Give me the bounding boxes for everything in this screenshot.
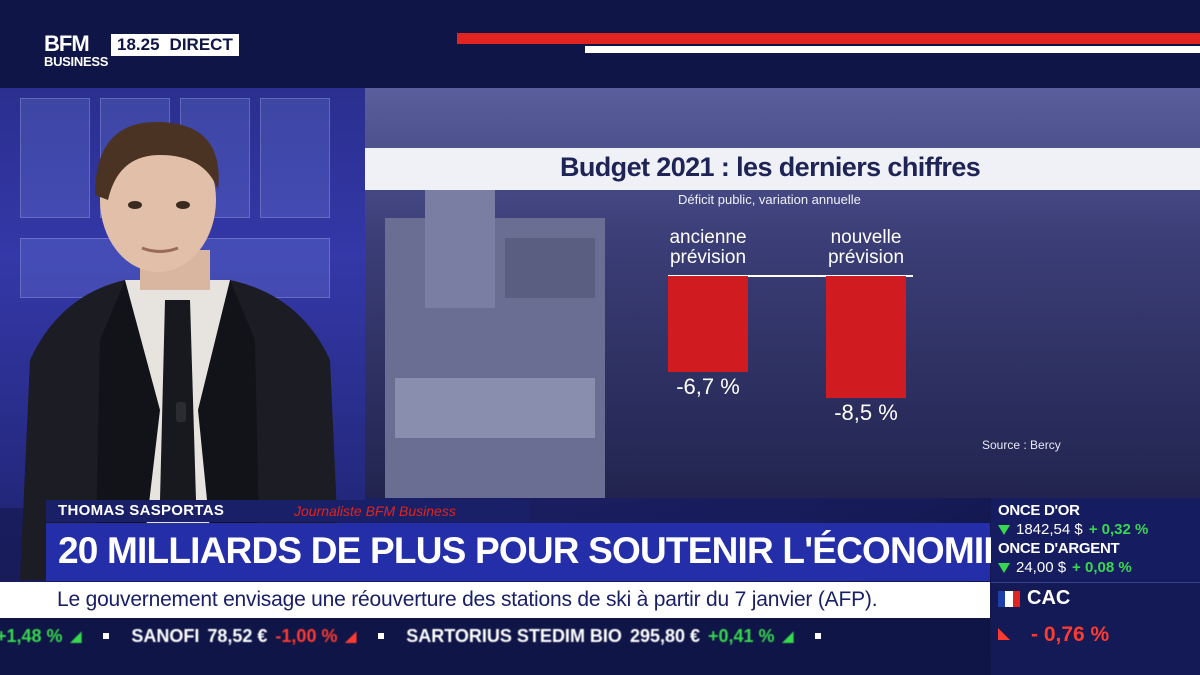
- down-arrow-icon: ◢: [345, 627, 357, 644]
- silver-row: 24,00 $ + 0,08 %: [998, 559, 1132, 576]
- up-arrow-icon: ◢: [70, 627, 82, 644]
- silver-change: + 0,08 %: [1072, 559, 1132, 576]
- stock-ticker: +1,48 % ◢ SANOFI 78,52 € -1,00 % ◢ SARTO…: [0, 618, 990, 675]
- chart-panel: Budget 2021 : les derniers chiffres Défi…: [365, 88, 1200, 498]
- headline-strap: 20 MILLIARDS DE PLUS POUR SOUTENIR L'ÉCO…: [46, 523, 1008, 581]
- ticker-item: +1,48 % ◢: [0, 625, 82, 646]
- channel-top-bar: BFM BUSINESS 18.25 DIRECT: [0, 0, 1200, 88]
- gold-value: 1842,54 $: [1016, 521, 1083, 538]
- chart-title-bar: [365, 148, 1200, 190]
- guest-role: Journaliste BFM Business: [294, 503, 456, 519]
- headline: 20 MILLIARDS DE PLUS POUR SOUTENIR L'ÉCO…: [58, 530, 1008, 571]
- cac-label: CAC: [1027, 587, 1071, 609]
- live-label: DIRECT: [169, 35, 233, 54]
- up-arrow-icon: ◢: [782, 627, 794, 644]
- ministry-building-image: [385, 188, 605, 498]
- market-divider: [991, 582, 1200, 583]
- separator-icon: [103, 633, 110, 639]
- silver-label: ONCE D'ARGENT: [998, 540, 1120, 557]
- ticker-item: SARTORIUS STEDIM BIO 295,80 € +0,41 % ◢: [406, 625, 794, 646]
- top-red-stripe: [457, 33, 1200, 44]
- silver-value: 24,00 $: [1016, 559, 1067, 576]
- bar-label-ancienne: ancienne prévision: [669, 227, 747, 268]
- bar-nouvelle-prevision: [826, 276, 906, 398]
- news-crawl: Le gouvernement envisage une réouverture…: [0, 582, 990, 618]
- clock-time: 18.25: [117, 35, 160, 54]
- crawl-text: Le gouvernement envisage une réouverture…: [57, 588, 878, 611]
- ticker-row: +1,48 % ◢ SANOFI 78,52 € -1,00 % ◢ SARTO…: [0, 623, 822, 649]
- bar-value-nouvelle: -8,5 %: [834, 400, 898, 425]
- guest-name: THOMAS SASPORTAS: [58, 502, 225, 519]
- commodities-box: [991, 498, 1200, 582]
- gold-label: ONCE D'OR: [998, 502, 1080, 519]
- bfm-business-logo: BFM BUSINESS: [44, 31, 109, 70]
- clock-live-box: 18.25 DIRECT: [111, 34, 239, 56]
- separator-icon: [815, 633, 822, 639]
- name-strap: THOMAS SASPORTAS Journaliste BFM Busines…: [46, 500, 530, 522]
- ticker-item: SANOFI 78,52 € -1,00 % ◢: [131, 625, 357, 646]
- bar-value-ancienne: -6,7 %: [676, 374, 740, 400]
- red-triangle-icon: [998, 628, 1010, 640]
- gold-row: 1842,54 $ + 0,32 %: [998, 521, 1148, 538]
- chart-source: Source : Bercy: [982, 438, 1061, 452]
- gold-change: + 0,32 %: [1088, 521, 1149, 538]
- top-white-stripe: [585, 46, 1200, 53]
- separator-icon: [378, 633, 385, 639]
- green-triangle-icon: [998, 524, 1010, 535]
- chart-subtitle: Déficit public, variation annuelle: [678, 192, 861, 207]
- chart-baseline: [668, 275, 913, 277]
- cac-change: - 0,76 %: [1031, 623, 1110, 646]
- french-flag-icon: [998, 591, 1020, 607]
- chart-title: Budget 2021 : les derniers chiffres: [560, 152, 981, 182]
- bar-ancienne-prevision: [668, 276, 748, 373]
- bar-label-nouvelle: nouvelle prévision: [827, 227, 905, 268]
- market-panel: ONCE D'OR 1842,54 $ + 0,32 % ONCE D'ARGE…: [991, 498, 1200, 675]
- green-triangle-icon: [998, 562, 1010, 573]
